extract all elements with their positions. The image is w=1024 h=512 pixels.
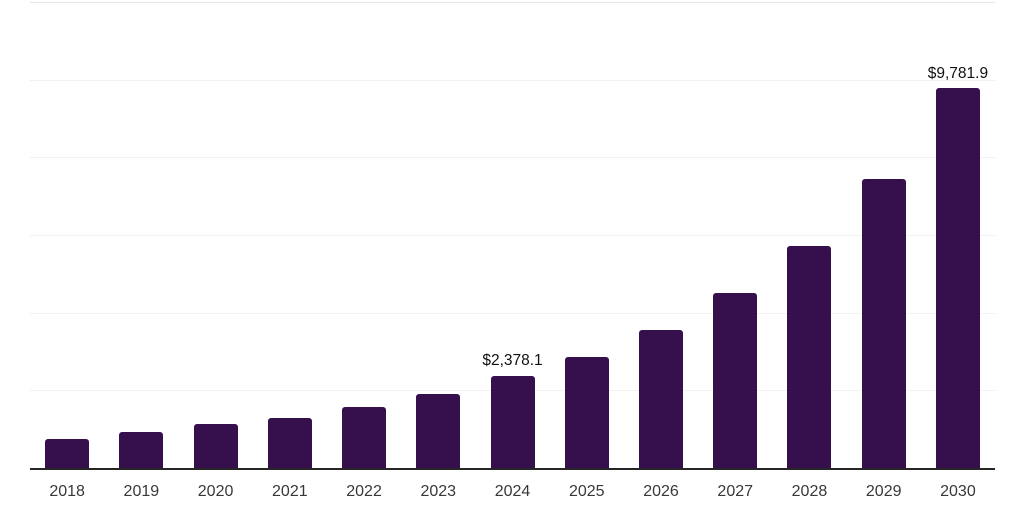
plot-area: $2,378.1 $9,781.9 [30,2,995,470]
x-tick-label-2021: 2021 [272,483,308,500]
bar-2030[interactable] [935,88,980,468]
bar-slot-2020 [178,2,252,468]
bar-slot-2022 [327,2,401,468]
bar-slot-2026 [624,2,698,468]
x-tick-label-2027: 2027 [717,483,754,500]
bars-row: $2,378.1 $9,781.9 [30,2,995,468]
bar-2027[interactable] [713,293,758,468]
x-tick-label-2029: 2029 [865,483,902,500]
x-tick-label-2020: 2020 [197,483,234,500]
gridline [30,79,995,81]
x-tick-label-2024: 2024 [494,483,531,500]
bar-slot-2023 [401,2,475,468]
bar-2022[interactable] [342,407,387,468]
bar-2020[interactable] [193,424,238,468]
gridline [30,312,995,314]
x-tick-label-2022: 2022 [346,483,382,500]
bar-slot-2019 [104,2,178,468]
bar-2024[interactable] [490,375,535,468]
bar-slot-2027 [698,2,772,468]
bar-slot-2024: $2,378.1 [475,2,549,468]
gridline [30,235,995,236]
bar-slot-2021 [253,2,327,468]
bar-2026[interactable] [638,330,683,468]
data-label-2030: $9,781.9 [927,64,989,82]
bar-2029[interactable] [861,179,906,468]
x-axis-line [30,468,995,470]
bar-slot-2030: $9,781.9 [921,2,995,468]
bar-slot-2029 [847,2,921,468]
gridline [30,2,995,3]
bar-2019[interactable] [119,431,164,468]
x-tick-label-2019: 2019 [123,483,160,500]
x-axis-tick-labels: 2018 2019 2020 2021 2022 2023 2024 2025 2026 2027… [30,482,995,501]
x-tick-label-2026: 2026 [643,483,679,500]
x-tick-label-2025: 2025 [568,483,605,500]
x-tick-label-2023: 2023 [420,483,457,500]
data-label-2024: $2,378.1 [482,352,543,370]
bar-2025[interactable] [564,356,609,468]
x-tick-label-2030: 2030 [940,483,976,500]
bar-2028[interactable] [787,245,832,468]
bar-2018[interactable] [45,438,90,468]
bar-slot-2028 [772,2,846,468]
bar-2023[interactable] [416,393,461,468]
x-tick-label-2018: 2018 [49,483,85,500]
bar-2021[interactable] [267,417,312,468]
gridline [30,157,995,159]
x-tick-label-2028: 2028 [791,483,828,500]
bar-slot-2025 [550,2,624,468]
bar-slot-2018 [30,2,104,468]
